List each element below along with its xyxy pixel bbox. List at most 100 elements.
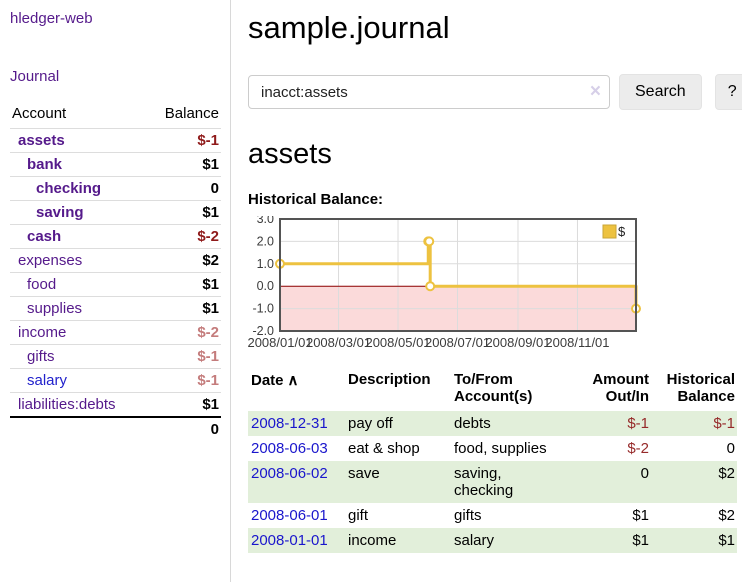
transaction-accounts: food, supplies [454, 440, 547, 457]
accounts-table: Account Balance assets $-1 bank $1 check… [10, 102, 221, 441]
transaction-accounts: saving, checking [454, 465, 514, 499]
account-link-checking[interactable]: checking [36, 180, 102, 197]
account-row: assets $-1 [10, 128, 221, 153]
register-header-row: Date ∧ Description To/From Account(s) Amo… [248, 368, 737, 411]
account-balance: $1 [146, 200, 221, 225]
transaction-description: gift [348, 507, 369, 524]
account-row: food $1 [10, 272, 221, 297]
transaction-balance: $2 [718, 465, 735, 482]
transaction-accounts: debts [454, 415, 491, 432]
svg-text:2008/11/01: 2008/11/01 [545, 335, 609, 350]
sidebar-item-journal[interactable]: Journal [10, 68, 60, 85]
accounts-header-balance: Balance [164, 105, 219, 122]
transaction-amount: $-1 [627, 415, 649, 432]
account-balance: $1 [146, 272, 221, 297]
register-row[interactable]: 2008-06-03 eat & shop food, supplies $-2… [248, 436, 737, 461]
main-content: sample.journal × Search ? assets Histori… [231, 0, 742, 582]
account-balance: $-2 [146, 224, 221, 249]
svg-text:2.0: 2.0 [257, 234, 274, 248]
svg-text:0.0: 0.0 [257, 279, 274, 293]
account-row: bank $1 [10, 152, 221, 177]
account-link-liabilities-debts[interactable]: liabilities:debts [18, 396, 116, 413]
transaction-description: pay off [348, 415, 393, 432]
accounts-total-spacer [10, 416, 147, 441]
register-row[interactable]: 2008-12-31 pay off debts $-1 $-1 [248, 411, 737, 436]
transaction-accounts: salary [454, 532, 495, 549]
accounts-header-account: Account [12, 105, 67, 122]
transaction-date-link[interactable]: 2008-01-01 [251, 532, 328, 549]
transaction-balance: 0 [726, 440, 735, 457]
account-balance: $-2 [146, 320, 221, 345]
svg-text:2008/09/01: 2008/09/01 [485, 335, 550, 350]
transaction-amount: $-2 [627, 440, 649, 457]
account-balance: $-1 [146, 128, 221, 153]
historical-balance-chart: $3.0 2.0 1.0 0.0 -1.0 -2.02008/01/012008/03/0… [248, 216, 641, 350]
account-row: liabilities:debts $1 [10, 392, 221, 417]
account-balance: $1 [146, 296, 221, 321]
brand-link[interactable]: hledger-web [10, 10, 93, 27]
svg-text:2008/05/01: 2008/05/01 [365, 335, 430, 350]
svg-text:$: $ [618, 224, 626, 239]
account-link-expenses[interactable]: expenses [18, 252, 83, 269]
account-row: salary $-1 [10, 368, 221, 393]
account-link-assets[interactable]: assets [18, 132, 65, 149]
account-balance: 0 [146, 176, 221, 201]
register-row[interactable]: 2008-06-02 save saving, checking 0 $2 [248, 461, 737, 503]
transaction-balance: $1 [718, 532, 735, 549]
transaction-description: income [348, 532, 397, 549]
svg-text:1.0: 1.0 [257, 257, 274, 271]
transaction-amount: 0 [640, 465, 649, 482]
account-row: gifts $-1 [10, 344, 221, 369]
search-form: × Search ? [248, 74, 742, 110]
account-row: income $-2 [10, 320, 221, 345]
transaction-balance: $2 [718, 507, 735, 524]
clear-search-icon[interactable]: × [589, 81, 601, 103]
account-balance: $1 [146, 392, 221, 417]
account-link-cash[interactable]: cash [27, 228, 62, 245]
account-link-salary[interactable]: salary [27, 372, 68, 389]
svg-text:-2.0: -2.0 [252, 324, 274, 338]
account-row: expenses $2 [10, 248, 221, 273]
account-row: checking 0 [10, 176, 221, 201]
search-box: × [248, 75, 610, 109]
register-header-balance: Historical Balance [666, 371, 735, 405]
register-row[interactable]: 2008-06-01 gift gifts $1 $2 [248, 503, 737, 528]
account-link-supplies[interactable]: supplies [27, 300, 83, 317]
transaction-date-link[interactable]: 2008-06-02 [251, 465, 328, 482]
sidebar: hledger-web Journal Account Balance asse… [0, 0, 231, 582]
transaction-date-link[interactable]: 2008-06-03 [251, 440, 328, 457]
transaction-description: save [348, 465, 380, 482]
transaction-amount: $1 [632, 532, 649, 549]
transaction-amount: $1 [632, 507, 649, 524]
register-row[interactable]: 2008-01-01 income salary $1 $1 [248, 528, 737, 553]
account-row: cash $-2 [10, 224, 221, 249]
svg-text:3.0: 3.0 [257, 216, 274, 226]
account-link-gifts[interactable]: gifts [27, 348, 55, 365]
register-header-date[interactable]: Date ∧ [248, 368, 345, 411]
account-balance: $2 [146, 248, 221, 273]
transaction-accounts: gifts [454, 507, 482, 524]
transaction-date-link[interactable]: 2008-12-31 [251, 415, 328, 432]
account-link-bank[interactable]: bank [27, 156, 63, 173]
accounts-total-row: 0 [10, 416, 221, 441]
svg-text:2008/03/01: 2008/03/01 [306, 335, 371, 350]
transaction-balance: $-1 [713, 415, 735, 432]
register-header-amount: Amount Out/In [592, 371, 649, 405]
search-input[interactable] [248, 75, 610, 109]
register-header-date-label: Date [251, 372, 284, 389]
account-balance: $1 [146, 152, 221, 177]
account-row: saving $1 [10, 200, 221, 225]
register-table: Date ∧ Description To/From Account(s) Amo… [248, 368, 737, 553]
register-header-description: Description [348, 371, 431, 388]
account-link-saving[interactable]: saving [36, 204, 84, 221]
transaction-date-link[interactable]: 2008-06-01 [251, 507, 328, 524]
account-link-income[interactable]: income [18, 324, 67, 341]
register-header-tofrom: To/From Account(s) [454, 371, 533, 405]
search-help-button[interactable]: ? [714, 74, 742, 110]
page-title: sample.journal [248, 10, 450, 45]
search-button[interactable]: Search [619, 74, 702, 110]
account-balance: $-1 [146, 368, 221, 393]
transaction-description: eat & shop [348, 440, 420, 457]
account-link-food[interactable]: food [27, 276, 57, 293]
